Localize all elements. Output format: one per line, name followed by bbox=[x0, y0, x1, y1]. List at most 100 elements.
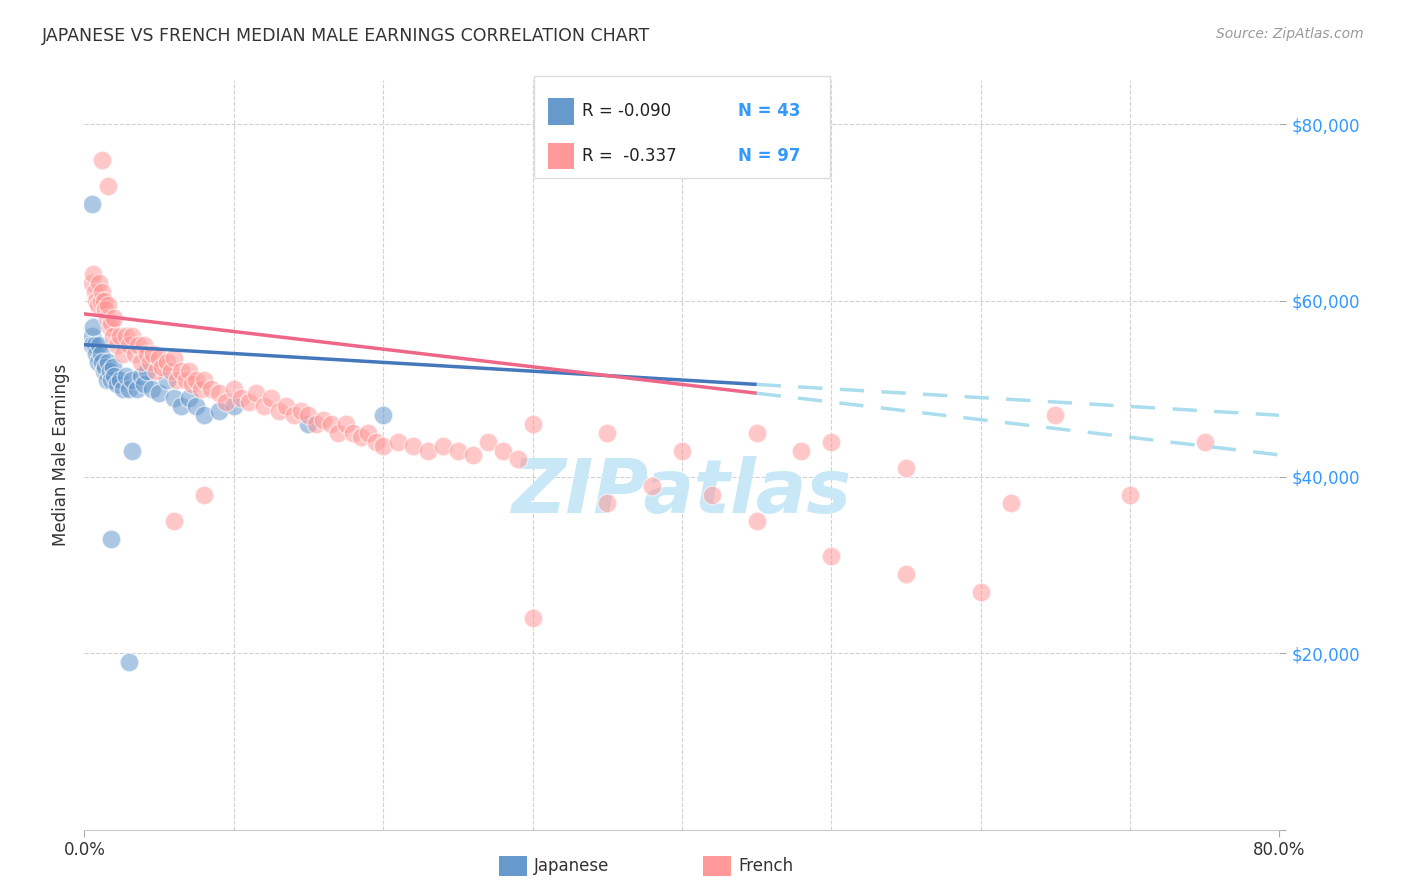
Point bbox=[231, 391, 253, 405]
Point bbox=[186, 373, 208, 387]
Point bbox=[373, 439, 395, 453]
Text: N = 97: N = 97 bbox=[738, 147, 800, 165]
Point bbox=[297, 409, 319, 423]
Point bbox=[820, 434, 842, 449]
Point bbox=[222, 400, 245, 414]
Point bbox=[238, 395, 260, 409]
Point bbox=[124, 346, 146, 360]
Text: JAPANESE VS FRENCH MEDIAN MALE EARNINGS CORRELATION CHART: JAPANESE VS FRENCH MEDIAN MALE EARNINGS … bbox=[42, 27, 651, 45]
Point bbox=[101, 359, 124, 374]
Point bbox=[305, 417, 328, 431]
Point bbox=[98, 364, 121, 378]
Point bbox=[125, 382, 148, 396]
Point bbox=[83, 337, 105, 351]
Point bbox=[96, 373, 118, 387]
Point bbox=[80, 329, 103, 343]
Point bbox=[96, 311, 118, 326]
Point bbox=[90, 293, 112, 308]
Point bbox=[215, 395, 238, 409]
Point bbox=[83, 285, 105, 299]
Point bbox=[148, 351, 170, 365]
Point bbox=[132, 377, 156, 392]
Point bbox=[222, 382, 245, 396]
Point bbox=[121, 373, 143, 387]
Point bbox=[894, 461, 917, 475]
Point bbox=[160, 364, 183, 378]
Point bbox=[91, 285, 114, 299]
Point bbox=[260, 391, 283, 405]
Point bbox=[129, 368, 152, 383]
Point bbox=[121, 443, 143, 458]
Point bbox=[350, 430, 373, 444]
Text: Japanese: Japanese bbox=[534, 857, 610, 875]
Point bbox=[1119, 487, 1142, 501]
Point bbox=[93, 364, 115, 378]
Point bbox=[80, 196, 103, 211]
Point bbox=[745, 514, 768, 528]
Point bbox=[105, 377, 128, 392]
Point bbox=[312, 412, 335, 426]
Point bbox=[745, 425, 768, 440]
Point bbox=[181, 377, 204, 392]
Point bbox=[82, 320, 104, 334]
Point bbox=[461, 448, 484, 462]
Point bbox=[357, 425, 380, 440]
Point bbox=[90, 346, 112, 360]
Point bbox=[148, 386, 170, 401]
Point bbox=[100, 316, 122, 330]
Point bbox=[103, 368, 125, 383]
Point bbox=[342, 425, 364, 440]
Point bbox=[97, 298, 120, 312]
Point bbox=[245, 386, 267, 401]
Point bbox=[127, 337, 149, 351]
Point bbox=[208, 386, 231, 401]
Point bbox=[98, 320, 121, 334]
Point bbox=[145, 364, 167, 378]
Point bbox=[118, 337, 141, 351]
Point bbox=[208, 404, 231, 418]
Point bbox=[328, 425, 350, 440]
Point bbox=[193, 409, 215, 423]
Text: R = -0.090: R = -0.090 bbox=[582, 103, 671, 120]
Point bbox=[80, 337, 103, 351]
Point bbox=[506, 452, 529, 467]
Point bbox=[115, 368, 138, 383]
Point bbox=[820, 549, 842, 564]
Point bbox=[492, 443, 515, 458]
Point bbox=[155, 355, 177, 369]
Text: R =  -0.337: R = -0.337 bbox=[582, 147, 676, 165]
Point bbox=[1045, 409, 1067, 423]
Point bbox=[970, 584, 993, 599]
Point bbox=[477, 434, 499, 449]
Point bbox=[596, 496, 619, 510]
Text: ZIPatlas: ZIPatlas bbox=[512, 456, 852, 529]
Point bbox=[671, 443, 693, 458]
Point bbox=[139, 355, 162, 369]
Point bbox=[129, 355, 152, 369]
Point bbox=[1194, 434, 1216, 449]
Point bbox=[91, 355, 114, 369]
Point bbox=[86, 346, 108, 360]
Text: N = 43: N = 43 bbox=[738, 103, 800, 120]
Y-axis label: Median Male Earnings: Median Male Earnings bbox=[52, 364, 70, 546]
Point bbox=[89, 276, 111, 290]
Point bbox=[335, 417, 357, 431]
Point bbox=[94, 359, 117, 374]
Point bbox=[82, 267, 104, 281]
Point bbox=[93, 293, 115, 308]
Point bbox=[297, 417, 319, 431]
Point bbox=[596, 425, 619, 440]
Point bbox=[402, 439, 425, 453]
Point bbox=[193, 487, 215, 501]
Point bbox=[112, 346, 135, 360]
Point bbox=[447, 443, 470, 458]
Point bbox=[170, 400, 193, 414]
Point bbox=[118, 655, 141, 669]
Point bbox=[112, 382, 135, 396]
Point bbox=[364, 434, 387, 449]
Point bbox=[373, 409, 395, 423]
Point bbox=[97, 179, 120, 194]
Point bbox=[166, 373, 188, 387]
Point bbox=[94, 302, 117, 317]
Point bbox=[170, 364, 193, 378]
